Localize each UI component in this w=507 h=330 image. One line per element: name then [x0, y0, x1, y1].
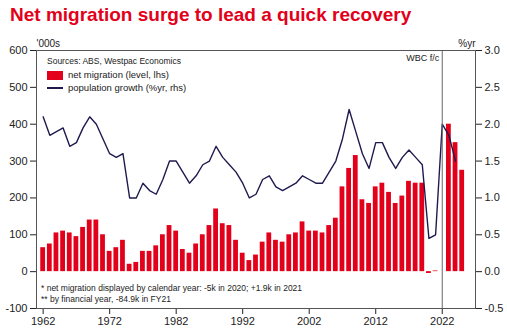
svg-text:1972: 1972 — [97, 315, 121, 327]
svg-text:'000s: '000s — [37, 38, 61, 49]
svg-text:1.5: 1.5 — [485, 155, 500, 167]
svg-text:2.0: 2.0 — [485, 118, 500, 130]
svg-text:300: 300 — [9, 155, 27, 167]
svg-text:400: 400 — [9, 118, 27, 130]
svg-text:2012: 2012 — [363, 315, 387, 327]
svg-text:2002: 2002 — [297, 315, 321, 327]
svg-text:0.5: 0.5 — [485, 228, 500, 240]
svg-text:0: 0 — [21, 265, 27, 277]
svg-text:500: 500 — [9, 81, 27, 93]
svg-text:WBC f/c: WBC f/c — [406, 53, 439, 63]
svg-text:%yr: %yr — [458, 38, 476, 49]
html-text:Sources: ABS, Westpac Economic: Sources: ABS, Westpac Economics — [47, 56, 181, 66]
html-text:* net migration displayed by c: * net migration displayed by calendar ye… — [41, 283, 303, 293]
html-text:Net migration surge to lead a: Net migration surge to lead a quick reco… — [10, 4, 412, 25]
html-text:population growth (%yr, rhs): population growth (%yr, rhs) — [68, 82, 187, 93]
svg-text:3.0: 3.0 — [485, 44, 500, 56]
svg-text:0.0: 0.0 — [485, 265, 500, 277]
svg-text:1962: 1962 — [31, 315, 55, 327]
svg-text:200: 200 — [9, 191, 27, 203]
svg-text:600: 600 — [9, 44, 27, 56]
svg-text:1992: 1992 — [230, 315, 254, 327]
svg-text:-0.5: -0.5 — [485, 302, 504, 314]
svg-text:-100: -100 — [5, 302, 27, 314]
html-text:** by financial year, -84.9k i: ** by financial year, -84.9k in FY21 — [41, 294, 171, 304]
svg-text:1982: 1982 — [164, 315, 188, 327]
svg-text:1.0: 1.0 — [485, 191, 500, 203]
svg-text:100: 100 — [9, 228, 27, 240]
svg-text:2.5: 2.5 — [485, 81, 500, 93]
html-text:net migration (level, lhs): net migration (level, lhs) — [68, 69, 169, 80]
svg-text:2022: 2022 — [430, 315, 454, 327]
